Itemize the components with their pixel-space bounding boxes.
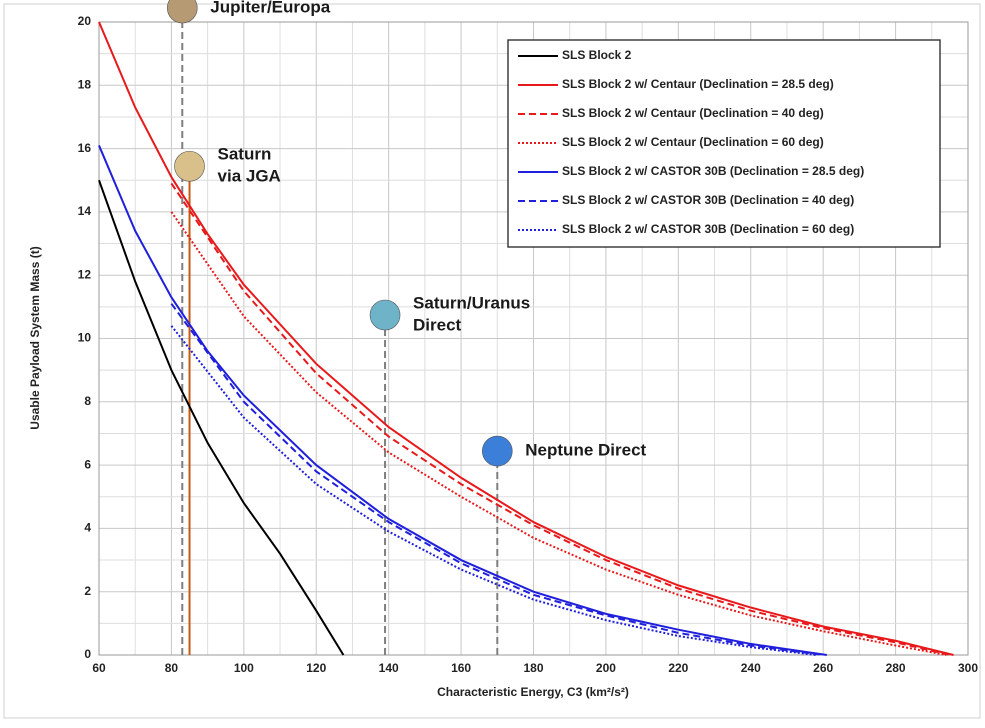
annotation: Saturn/Uranus xyxy=(413,293,530,312)
planet-icon xyxy=(175,151,205,181)
x-tick-label: 140 xyxy=(379,661,399,675)
y-axis-label: Usable Payload System Mass (t) xyxy=(28,246,42,429)
legend-label: SLS Block 2 w/ CASTOR 30B (Declination =… xyxy=(562,164,864,178)
legend-label: SLS Block 2 w/ CASTOR 30B (Declination =… xyxy=(562,222,854,236)
annotation: Jupiter/Europa xyxy=(210,0,331,16)
y-tick-label: 10 xyxy=(78,331,92,345)
annotation: Direct xyxy=(413,315,462,334)
x-tick-label: 200 xyxy=(596,661,616,675)
legend-label: SLS Block 2 w/ CASTOR 30B (Declination =… xyxy=(562,193,854,207)
x-tick-label: 220 xyxy=(668,661,688,675)
x-tick-label: 120 xyxy=(306,661,326,675)
x-tick-label: 260 xyxy=(813,661,833,675)
y-tick-label: 16 xyxy=(78,141,92,155)
x-tick-label: 240 xyxy=(741,661,761,675)
x-tick-label: 80 xyxy=(165,661,179,675)
x-tick-label: 280 xyxy=(886,661,906,675)
x-tick-label: 300 xyxy=(958,661,978,675)
annotation: via JGA xyxy=(218,167,281,186)
legend-label: SLS Block 2 xyxy=(562,48,632,62)
y-tick-label: 18 xyxy=(78,77,92,91)
annotation: Saturn xyxy=(218,145,272,164)
planet-icon xyxy=(482,436,512,466)
legend-label: SLS Block 2 w/ Centaur (Declination = 40… xyxy=(562,106,824,120)
y-tick-label: 6 xyxy=(84,457,91,471)
legend-label: SLS Block 2 w/ Centaur (Declination = 28… xyxy=(562,77,834,91)
x-tick-label: 60 xyxy=(92,661,106,675)
legend-label: SLS Block 2 w/ Centaur (Declination = 60… xyxy=(562,135,824,149)
planet-icon xyxy=(370,300,400,330)
y-tick-label: 8 xyxy=(84,394,91,408)
chart: Characteristic Energy, C3 (km²/s²) Usabl… xyxy=(0,0,985,723)
legend: SLS Block 2 SLS Block 2 w/ Centaur (Decli… xyxy=(508,40,940,247)
x-tick-label: 160 xyxy=(451,661,471,675)
x-axis-label: Characteristic Energy, C3 (km²/s²) xyxy=(437,685,629,699)
y-tick-label: 20 xyxy=(78,14,92,28)
y-tick-label: 2 xyxy=(84,584,91,598)
annotation: Neptune Direct xyxy=(525,441,646,460)
x-tick-label: 180 xyxy=(523,661,543,675)
y-tick-label: 0 xyxy=(84,647,91,661)
y-tick-label: 12 xyxy=(78,267,92,281)
y-tick-label: 4 xyxy=(84,521,91,535)
x-tick-label: 100 xyxy=(234,661,254,675)
y-tick-label: 14 xyxy=(78,204,92,218)
